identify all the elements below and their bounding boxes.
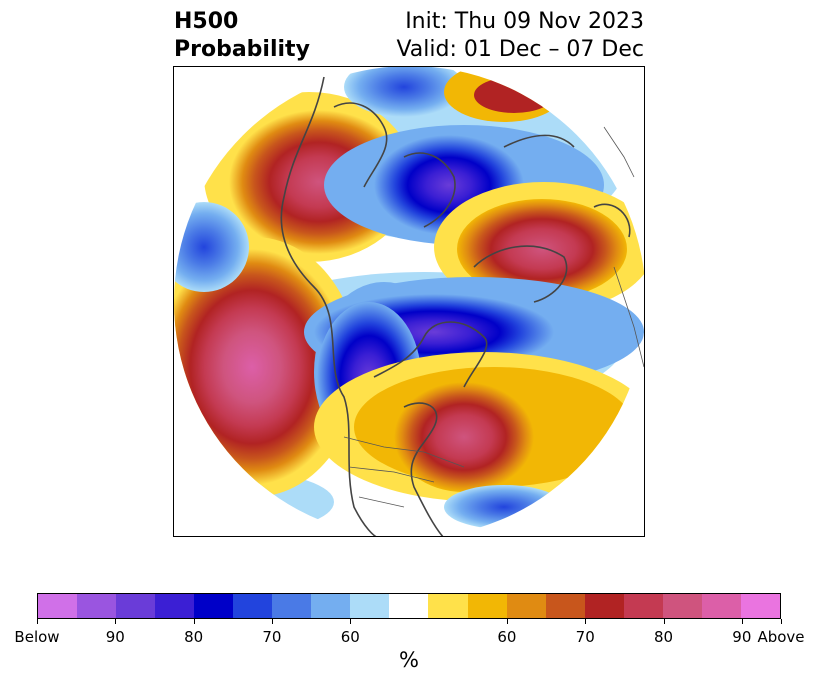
colorbar-tick-mark — [585, 619, 587, 624]
colorbar-segment — [311, 594, 351, 618]
colorbar-segment — [350, 594, 390, 618]
colorbar — [37, 593, 781, 619]
polar-map — [173, 66, 645, 537]
colorbar-segment — [701, 594, 741, 618]
colorbar-segment — [389, 594, 429, 618]
colorbar-tick-label: 60 — [497, 628, 517, 646]
colorbar-segment — [506, 594, 546, 618]
colorbar-tick-mark — [193, 619, 195, 624]
title-variable: H500 — [174, 9, 239, 34]
colorbar-segment — [467, 594, 507, 618]
colorbar-tick-mark — [37, 619, 38, 624]
colorbar-tick-mark — [741, 619, 743, 624]
colorbar-segment — [116, 594, 156, 618]
colorbar-segment — [428, 594, 468, 618]
colorbar-tick-label: Above — [757, 628, 805, 646]
colorbar-segment — [272, 594, 312, 618]
colorbar-tick-mark — [350, 619, 352, 624]
colorbar-tick-label: 70 — [262, 628, 282, 646]
probability-fields — [174, 67, 644, 532]
colorbar-segment — [38, 594, 78, 618]
colorbar-segment — [740, 594, 780, 618]
colorbar-segment — [194, 594, 234, 618]
colorbar-segment — [77, 594, 117, 618]
colorbar-tick-mark — [506, 619, 508, 624]
colorbar-tick-mark — [271, 619, 273, 624]
colorbar-tick-label: 80 — [653, 628, 674, 646]
colorbar-tick-label: 70 — [575, 628, 595, 646]
colorbar-segment — [584, 594, 624, 618]
colorbar-segment — [662, 594, 702, 618]
colorbar-segment — [623, 594, 663, 618]
colorbar-tick-label: 80 — [184, 628, 204, 646]
colorbar-tick-mark — [781, 619, 782, 624]
coastlines — [280, 76, 631, 536]
colorbar-tick-label: 90 — [732, 628, 752, 646]
colorbar-segment — [155, 594, 195, 618]
colorbar-tick-label: 60 — [340, 628, 360, 646]
colorbar-unit: % — [399, 648, 419, 672]
colorbar-tick-mark — [663, 619, 665, 624]
title-product: Probability — [174, 37, 310, 62]
colorbar-segment — [233, 594, 273, 618]
valid-period: Valid: 01 Dec – 07 Dec — [396, 37, 644, 62]
probability-map — [174, 67, 644, 536]
map-validity: Init: Thu 09 Nov 2023 Valid: 01 Dec – 07… — [396, 8, 644, 64]
borders — [343, 126, 644, 508]
colorbar-tick-label: Below — [14, 628, 60, 646]
init-time: Init: Thu 09 Nov 2023 — [405, 9, 644, 34]
colorbar-tick-mark — [115, 619, 117, 624]
colorbar-segment — [545, 594, 585, 618]
map-title: H500 Probability — [174, 8, 310, 64]
colorbar-tick-label: 90 — [105, 628, 125, 646]
